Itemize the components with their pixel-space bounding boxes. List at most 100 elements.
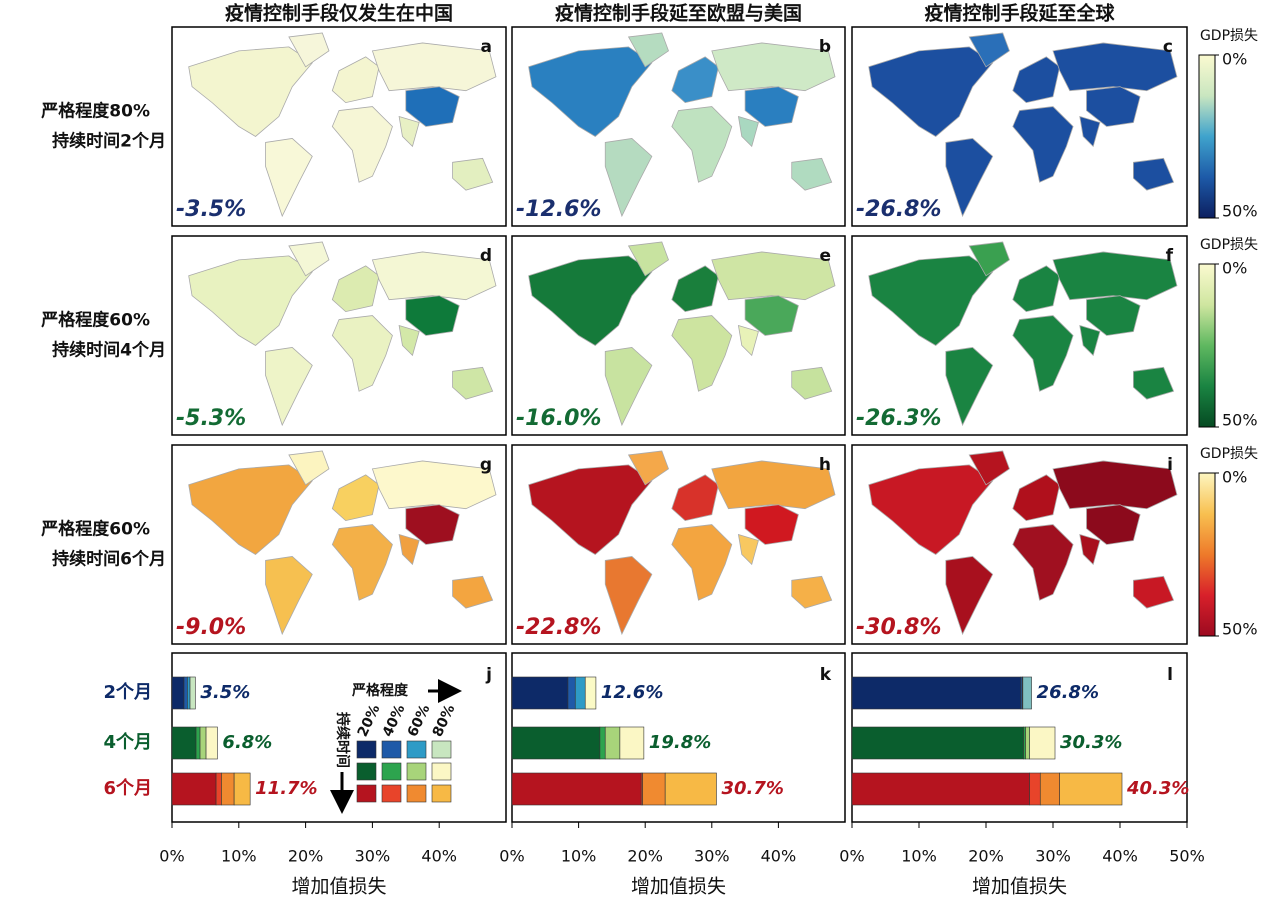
bar-segment — [642, 772, 666, 806]
bar-segment — [851, 726, 1024, 760]
map-region — [405, 295, 460, 336]
x-tick-label: 20% — [288, 847, 324, 866]
bar-segment — [233, 772, 251, 806]
map-region — [737, 324, 759, 357]
legend-swatch — [406, 784, 427, 803]
map-region — [711, 251, 836, 301]
colorbar-tick-label: 0% — [1222, 50, 1247, 69]
total-label: 11.7% — [255, 778, 317, 799]
x-tick-label: 40% — [1102, 847, 1138, 866]
legend-entry: 40% — [380, 702, 409, 739]
total-label: 30.3% — [1060, 732, 1122, 753]
map-region — [1012, 265, 1061, 313]
map-region — [1086, 504, 1141, 545]
map-region — [188, 255, 313, 346]
map-region — [744, 86, 799, 127]
x-tick-label: 20% — [627, 847, 663, 866]
x-tick-label: 40% — [421, 847, 457, 866]
bar-segment — [1039, 772, 1061, 806]
map-region — [968, 241, 1010, 277]
map-region — [1012, 106, 1074, 183]
map-region — [405, 86, 460, 127]
colorbar-tick-label: 0% — [1222, 259, 1247, 278]
map-loss-label: -5.3% — [176, 406, 246, 431]
column-title: 疫情控制手段延至全球 — [924, 2, 1115, 25]
bar-segment — [183, 676, 188, 710]
map-region — [331, 56, 380, 104]
map-region — [288, 241, 330, 277]
map-region — [265, 138, 313, 218]
panel-letter: b — [819, 37, 831, 57]
row-label: 严格程度60% — [41, 519, 150, 540]
bar-segment — [1023, 726, 1026, 760]
map-region — [528, 255, 653, 346]
bar-segment — [187, 676, 191, 710]
map-region — [331, 474, 380, 522]
map-region — [671, 106, 733, 183]
map-region — [671, 265, 719, 313]
bar-segment — [584, 676, 597, 710]
map-region — [627, 32, 669, 68]
category-label: 4个月 — [103, 731, 152, 753]
map-loss-label: -3.5% — [176, 197, 246, 222]
map-region — [737, 533, 759, 566]
map-region — [452, 575, 494, 609]
legend-swatch — [381, 740, 402, 759]
map-region — [371, 460, 497, 510]
bar-segment — [205, 726, 218, 760]
map-region — [604, 138, 653, 218]
map-region — [288, 32, 330, 68]
legend-swatch — [356, 740, 377, 759]
legend-swatch — [381, 762, 402, 781]
map-region — [398, 533, 420, 566]
bar-segment — [851, 772, 1030, 806]
map-region — [528, 464, 653, 555]
map-region — [627, 450, 669, 486]
map-region — [371, 42, 497, 92]
x-axis-label: 增加值损失 — [291, 876, 386, 898]
x-tick-label: 10% — [221, 847, 257, 866]
map-region — [868, 464, 994, 555]
legend-swatch — [356, 784, 377, 803]
bar-segment — [567, 676, 576, 710]
x-tick-label: 50% — [1169, 847, 1205, 866]
map-region — [452, 157, 494, 191]
panel-letter: f — [1166, 246, 1174, 266]
row-label: 持续时间2个月 — [52, 131, 166, 152]
total-label: 6.8% — [222, 732, 272, 753]
bar-segment — [1059, 772, 1123, 806]
map-region — [188, 464, 313, 555]
bar-segment — [171, 726, 197, 760]
map-region — [945, 138, 994, 218]
x-tick-label: 40% — [761, 847, 797, 866]
map-region — [1079, 533, 1101, 566]
panel-letter: g — [480, 455, 492, 475]
x-tick-label: 20% — [968, 847, 1004, 866]
total-label: 40.3% — [1126, 778, 1189, 799]
map-region — [671, 56, 719, 104]
map-region — [371, 251, 497, 301]
bar-segment — [1029, 772, 1041, 806]
colorbar — [1198, 54, 1216, 219]
panel-letter: c — [1163, 37, 1173, 57]
colorbar-tick-label: 0% — [1222, 468, 1247, 487]
bar-segment — [195, 726, 201, 760]
bar-segment — [511, 772, 642, 806]
map-region — [331, 315, 393, 392]
total-label: 3.5% — [200, 682, 250, 703]
map-region — [1133, 157, 1175, 191]
legend-entry: 20% — [355, 702, 384, 739]
colorbar-tick-label: 50% — [1222, 620, 1258, 639]
map-region — [711, 42, 836, 92]
bar-segment — [199, 726, 207, 760]
legend-swatch — [356, 762, 377, 781]
column-title: 疫情控制手段仅发生在中国 — [225, 2, 453, 25]
bar-segment — [574, 676, 586, 710]
x-tick-label: 10% — [561, 847, 597, 866]
colorbar-title: GDP损失 — [1200, 28, 1258, 44]
map-region — [945, 556, 994, 636]
legend-entry: 60% — [405, 702, 434, 739]
legend-swatch — [431, 740, 452, 759]
x-axis-label: 增加值损失 — [631, 876, 726, 898]
